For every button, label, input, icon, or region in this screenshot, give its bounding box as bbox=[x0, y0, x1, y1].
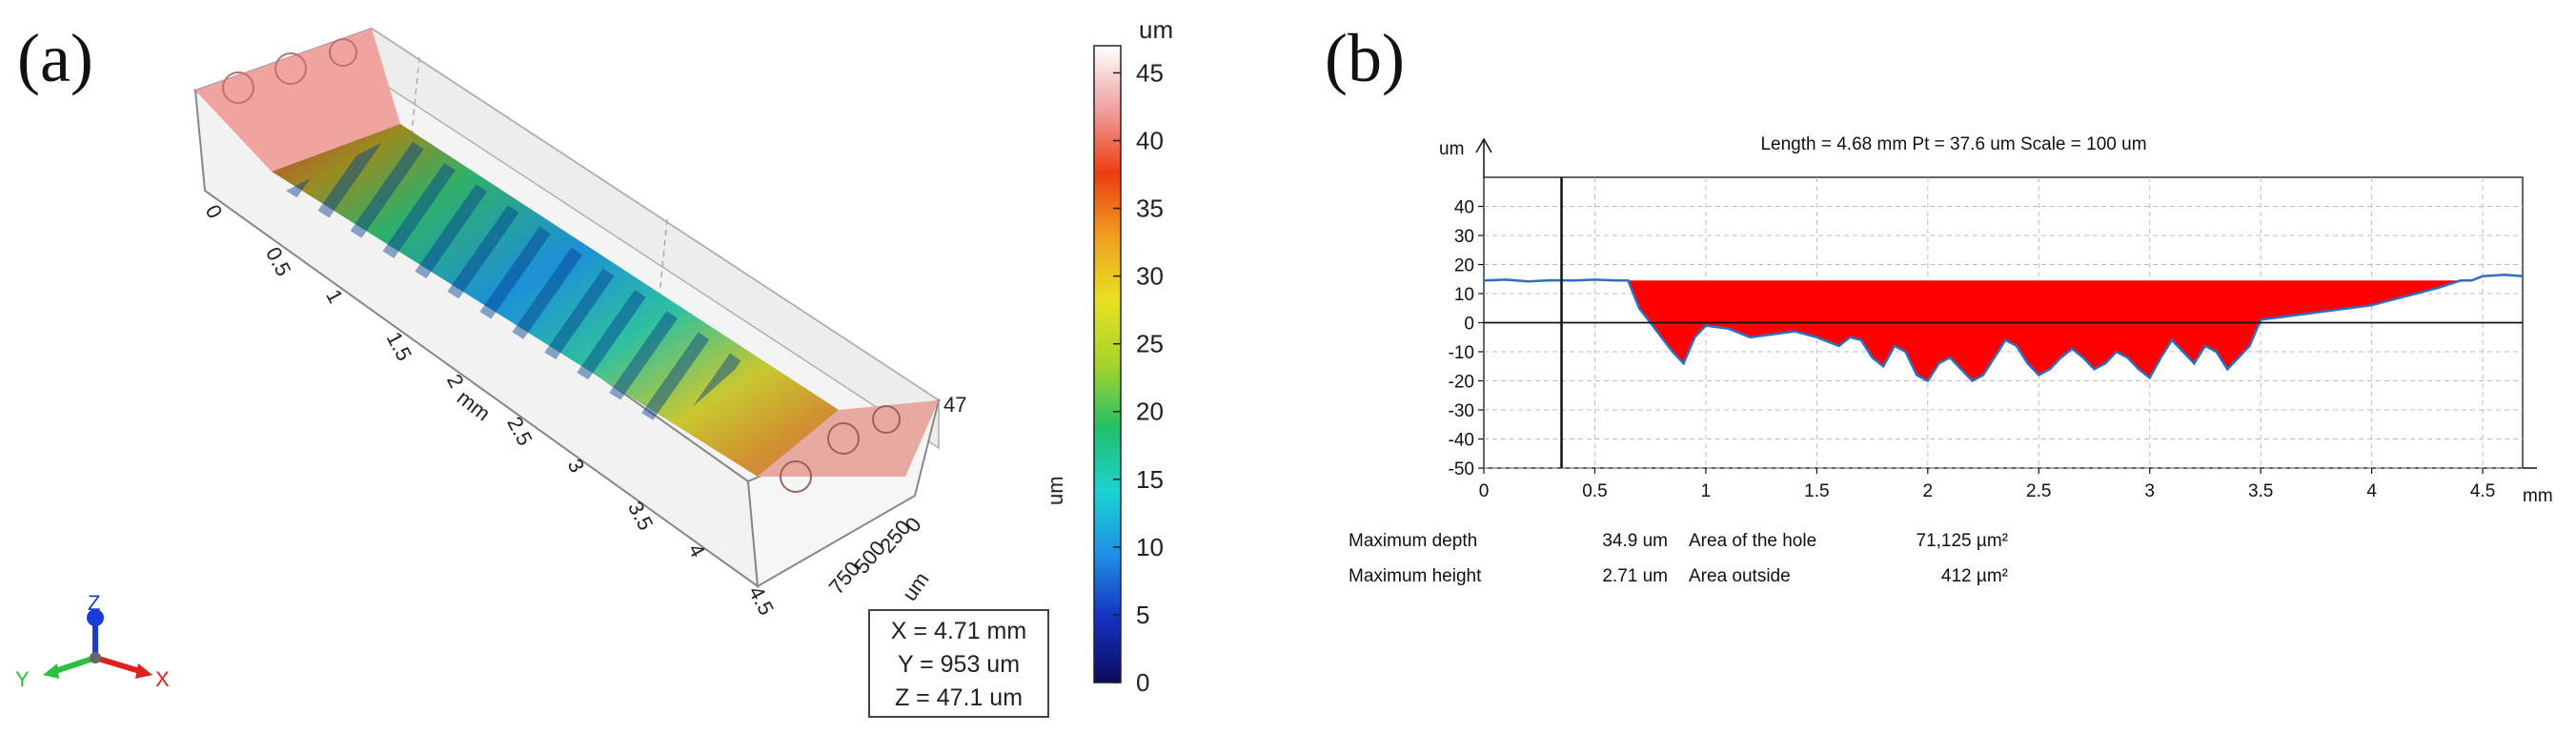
colorbar-tick-5: 20 bbox=[1136, 398, 1164, 426]
annot-hole-area-label: Area of the hole bbox=[1689, 531, 1816, 551]
triad-x-tip bbox=[135, 663, 152, 679]
panel-a-label: (a) bbox=[17, 20, 93, 96]
profile-x-tick-8: 4 bbox=[2366, 481, 2377, 501]
surface-body-stripes bbox=[286, 133, 743, 429]
annot-max-height-label: Maximum height bbox=[1349, 566, 1482, 586]
triad-x-axis bbox=[94, 655, 144, 675]
triad-z-tip bbox=[87, 609, 104, 626]
axis-triad: Z Y X bbox=[15, 591, 170, 691]
surface-box-dash-2 bbox=[657, 218, 668, 316]
surface-dimple-4 bbox=[780, 460, 812, 493]
triad-x-label: X bbox=[155, 667, 170, 691]
profile-hole-fill bbox=[1506, 280, 2461, 381]
surface-x-tick-2: 1 bbox=[321, 285, 348, 307]
colorbar-unit: um bbox=[1139, 15, 1173, 44]
surface-x-tick-6: 3 bbox=[563, 455, 590, 477]
colorbar-tick-6: 15 bbox=[1136, 465, 1164, 494]
surface-dimple-1 bbox=[222, 71, 254, 104]
colorbar-tick-8: 5 bbox=[1136, 601, 1149, 629]
colorbar-tick-9: 0 bbox=[1136, 668, 1149, 697]
panel-b-label: (b) bbox=[1325, 20, 1405, 96]
surface-dimple-5 bbox=[827, 422, 860, 455]
triad-z-label: Z bbox=[88, 591, 100, 615]
coordinate-readout: X = 4.71 mm Y = 953 um Z = 47.1 um bbox=[868, 609, 1049, 718]
triad-y-label: Y bbox=[15, 667, 30, 691]
readout-y: Y = 953 um bbox=[898, 651, 1020, 678]
surface-z-max-label: 47 bbox=[943, 393, 966, 417]
colorbar-tick-7: 10 bbox=[1136, 533, 1164, 561]
colorbar-ticks: 45 40 35 30 25 20 15 10 5 0 bbox=[1113, 58, 1164, 697]
profile-x-tick-0: 0 bbox=[1479, 481, 1490, 501]
surface-x-tick-9: 4.5 bbox=[744, 582, 779, 620]
profile-x-tick-4: 2 bbox=[1923, 481, 1934, 501]
profile-x-tick-7: 3.5 bbox=[2248, 481, 2273, 501]
profile-y-tick-6: -20 bbox=[1449, 373, 1474, 393]
profile-x-tick-6: 3 bbox=[2144, 481, 2155, 501]
profile-chart: 0 0.5 1 1.5 2 2.5 3 3.5 4 4.5 40 30 20 10 0 -10 -20 -30 -… bbox=[1449, 137, 2537, 501]
profile-x-tick-9: 4.5 bbox=[2470, 481, 2495, 501]
surface-3d-plot bbox=[193, 27, 942, 589]
readout-z: Z = 47.1 um bbox=[895, 684, 1023, 711]
profile-y-tick-0: 40 bbox=[1454, 198, 1474, 218]
colorbar-tick-4: 25 bbox=[1136, 330, 1164, 358]
profile-x-tick-5: 2.5 bbox=[2026, 481, 2051, 501]
annot-area-outside-label: Area outside bbox=[1689, 566, 1791, 586]
annot-hole-area-value: 71,125 µm² bbox=[1917, 531, 2009, 551]
profile-y-tick-8: -40 bbox=[1449, 431, 1474, 451]
colorbar-tick-3: 30 bbox=[1136, 262, 1164, 291]
profile-y-arrowhead bbox=[1475, 137, 1492, 153]
colorbar-tick-0: 45 bbox=[1136, 58, 1164, 87]
triad-origin bbox=[90, 652, 101, 663]
profile-line bbox=[1483, 273, 2524, 383]
profile-y-tick-4: 0 bbox=[1464, 315, 1474, 335]
triad-y-axis bbox=[51, 655, 96, 675]
profile-x-tick-3: 1.5 bbox=[1804, 481, 1829, 501]
surface-y-unit: um bbox=[898, 567, 934, 604]
profile-y-unit: um bbox=[1439, 139, 1464, 159]
profile-y-tick-9: -50 bbox=[1449, 459, 1474, 479]
readout-x: X = 4.71 mm bbox=[891, 618, 1026, 644]
profile-y-tick-2: 20 bbox=[1454, 256, 1474, 276]
annot-max-depth-value: 34.9 um bbox=[1602, 531, 1668, 551]
surface-right-plateau bbox=[758, 400, 939, 477]
surface-x-tick-0: 0 bbox=[201, 201, 228, 223]
profile-x-ticks: 0 0.5 1 1.5 2 2.5 3 3.5 4 4.5 bbox=[1479, 468, 2495, 501]
readout-frame bbox=[868, 609, 1049, 718]
profile-grid bbox=[1484, 177, 2523, 469]
colorbar: 45 40 35 30 25 20 15 10 5 0 um um bbox=[1044, 15, 1173, 697]
profile-title: Length = 4.68 mm Pt = 37.6 um Scale = 10… bbox=[1760, 134, 2146, 154]
annot-max-depth-label: Maximum depth bbox=[1349, 531, 1477, 551]
surface-x-tick-8: 4 bbox=[683, 540, 710, 561]
surface-dimple-3 bbox=[329, 38, 357, 67]
colorbar-gradient bbox=[1093, 45, 1122, 683]
profile-y-tick-3: 10 bbox=[1454, 285, 1474, 305]
profile-y-ticks: 40 30 20 10 0 -10 -20 -30 -40 -50 bbox=[1449, 198, 1484, 479]
colorbar-axis-label: um bbox=[1044, 476, 1067, 505]
surface-dimple-6 bbox=[872, 405, 901, 434]
profile-y-tick-7: -30 bbox=[1449, 401, 1474, 421]
profile-y-tick-5: -10 bbox=[1449, 343, 1474, 363]
surface-dimple-2 bbox=[274, 52, 307, 85]
profile-y-tick-1: 30 bbox=[1454, 227, 1474, 247]
profile-x-tick-2: 1 bbox=[1701, 481, 1712, 501]
profile-x-unit: mm bbox=[2523, 486, 2553, 506]
colorbar-tick-2: 35 bbox=[1136, 194, 1164, 223]
profile-x-tick-1: 0.5 bbox=[1582, 481, 1607, 501]
annot-area-outside-value: 412 µm² bbox=[1941, 566, 2008, 586]
triad-y-tip bbox=[43, 663, 59, 679]
surface-box-dash-1 bbox=[409, 56, 420, 153]
colorbar-tick-1: 40 bbox=[1136, 126, 1164, 154]
profile-annotations: Maximum depth 34.9 um Area of the hole 7… bbox=[1349, 531, 2008, 586]
annot-max-height-value: 2.71 um bbox=[1602, 566, 1668, 586]
